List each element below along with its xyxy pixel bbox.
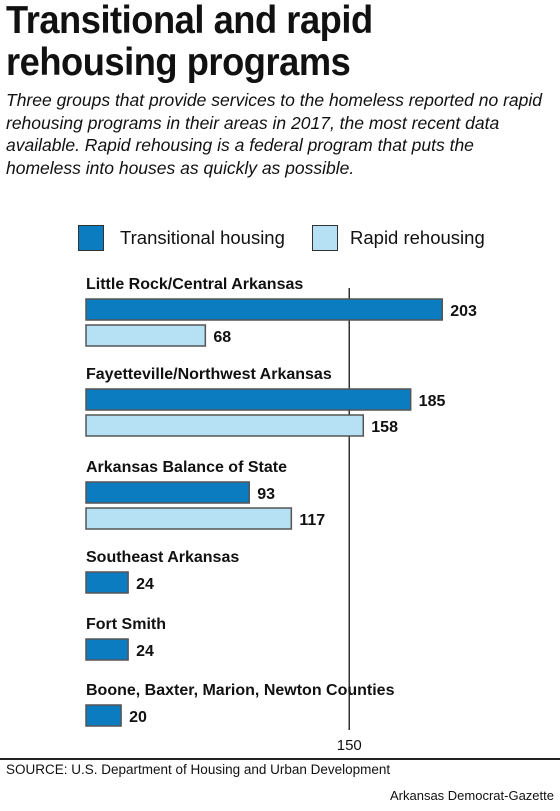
data-label: 24: [136, 643, 154, 660]
credit-line: Arkansas Democrat-Gazette: [389, 788, 554, 803]
source-note: SOURCE: U.S. Department of Housing and U…: [6, 762, 391, 777]
category-label: Boone, Baxter, Marion, Newton Counties: [86, 682, 395, 699]
bar-transitional: [85, 481, 250, 504]
legend-label-rapid: Rapid rehousing: [350, 227, 485, 248]
chart-title: Transitional and rapid rehousing program…: [6, 0, 373, 84]
bar-transitional: [85, 571, 129, 594]
reference-line-label: 150: [337, 737, 362, 754]
data-label: 203: [450, 303, 477, 320]
category-label: Fort Smith: [86, 616, 166, 633]
data-label: 68: [213, 329, 231, 346]
category-label: Fayetteville/Northwest Arkansas: [86, 366, 332, 383]
legend-label-transitional: Transitional housing: [120, 227, 285, 248]
data-label: 24: [136, 576, 154, 593]
data-label: 185: [419, 393, 446, 410]
legend-swatch-transitional: [78, 225, 104, 251]
bar-chart: 150 Little Rock/Central Arkansas 203 68 Faye…: [85, 276, 477, 754]
bar-rapid: [85, 507, 293, 530]
bar-rapid: [85, 324, 207, 347]
footer-divider: [0, 758, 560, 760]
category-label: Southeast Arkansas: [86, 549, 239, 566]
data-label: 158: [371, 419, 398, 436]
bar-transitional: [85, 298, 444, 321]
bar-transitional: [85, 638, 129, 661]
data-label: 93: [257, 486, 275, 503]
data-label: 117: [299, 512, 325, 529]
legend-swatch-rapid: [312, 225, 338, 251]
chart-subtitle: Three groups that provide services to th…: [6, 90, 542, 178]
category-label: Arkansas Balance of State: [86, 459, 287, 476]
bar-transitional: [85, 704, 122, 727]
category-label: Little Rock/Central Arkansas: [86, 276, 303, 293]
bar-transitional: [85, 388, 412, 411]
bar-rapid: [85, 414, 365, 437]
data-label: 20: [129, 709, 147, 726]
